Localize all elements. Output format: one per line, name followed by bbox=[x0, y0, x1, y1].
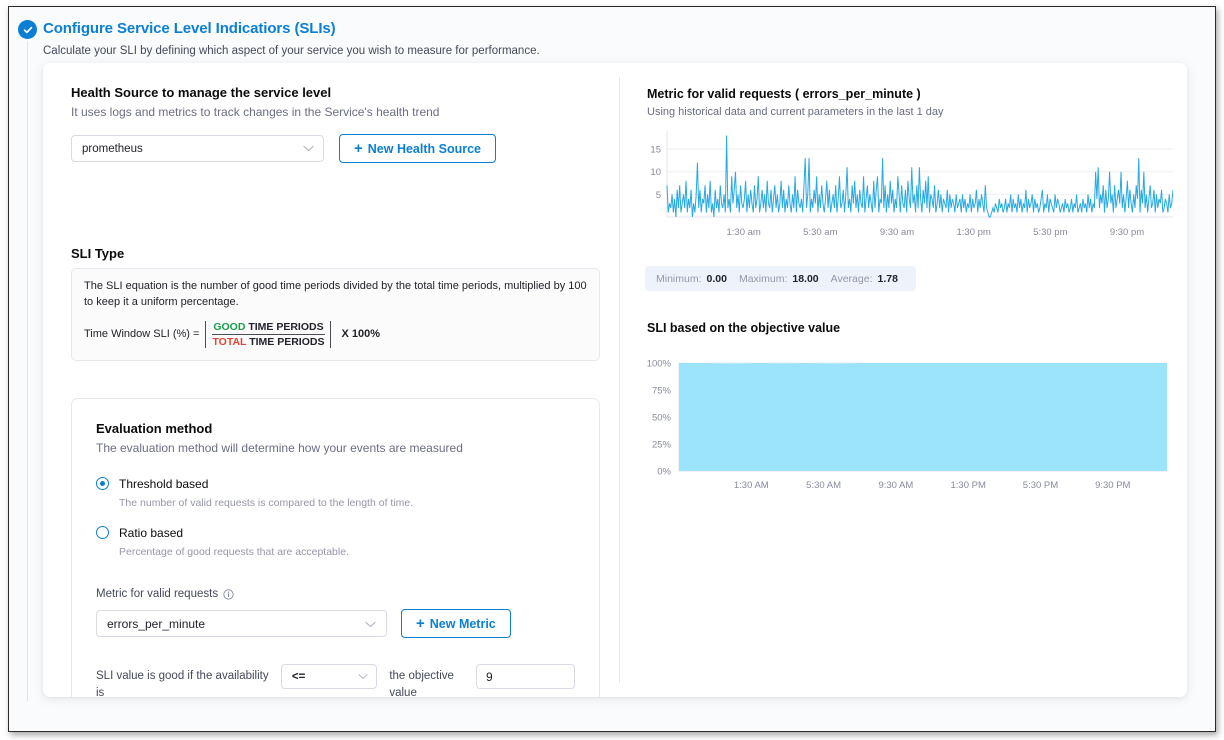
svg-text:9:30 PM: 9:30 PM bbox=[1095, 480, 1130, 491]
objective-prefix-label: SLI value is good if the availability is bbox=[96, 670, 269, 697]
app-window: Configure Service Level Indicatiors (SLI… bbox=[8, 6, 1216, 732]
equation-good-label: GOOD bbox=[213, 320, 246, 333]
svg-text:5:30 pm: 5:30 pm bbox=[1033, 227, 1067, 238]
svg-text:1:30 AM: 1:30 AM bbox=[734, 480, 769, 491]
health-source-select[interactable]: prometheus bbox=[71, 135, 324, 162]
stat-maximum-value: 18.00 bbox=[792, 272, 819, 285]
right-column: Metric for valid requests ( errors_per_m… bbox=[619, 63, 1187, 697]
equation-lhs: Time Window SLI (%) = bbox=[84, 328, 200, 341]
objective-row: SLI value is good if the availability is… bbox=[96, 664, 575, 697]
svg-text:15: 15 bbox=[650, 145, 661, 156]
equation-total-label: TOTAL bbox=[212, 335, 247, 348]
radio-ratio-label: Ratio based bbox=[119, 526, 184, 540]
equation-fraction: GOOD TIME PERIODS TOTAL TIME PERIODS bbox=[205, 320, 332, 348]
sli-chart-title: SLI based on the objective value bbox=[647, 321, 841, 335]
equation-numerator: GOOD TIME PERIODS bbox=[212, 320, 325, 335]
health-source-title: Health Source to manage the service leve… bbox=[71, 85, 332, 100]
health-source-subtitle: It uses logs and metrics to track change… bbox=[71, 105, 440, 119]
health-source-select-value: prometheus bbox=[82, 142, 143, 155]
radio-threshold-label: Threshold based bbox=[119, 477, 209, 491]
metric-select[interactable]: errors_per_minute bbox=[96, 610, 387, 637]
svg-text:5:30 PM: 5:30 PM bbox=[1023, 480, 1058, 491]
svg-text:50%: 50% bbox=[652, 413, 672, 424]
metric-field-label-text: Metric for valid requests bbox=[96, 588, 219, 600]
svg-text:1:30 pm: 1:30 pm bbox=[957, 227, 991, 238]
chevron-down-icon bbox=[365, 617, 376, 631]
radio-threshold-icon[interactable] bbox=[96, 477, 109, 490]
new-metric-label: New Metric bbox=[429, 616, 496, 631]
svg-text:25%: 25% bbox=[652, 440, 672, 451]
metric-stats-bar: Minimum: 0.00 Maximum: 18.00 Average: 1.… bbox=[645, 266, 916, 291]
svg-text:5: 5 bbox=[656, 190, 661, 201]
configuration-card: Health Source to manage the service leve… bbox=[43, 63, 1187, 697]
objective-mid-label: the objective value bbox=[389, 670, 454, 697]
metric-chart-subtitle: Using historical data and current parame… bbox=[647, 106, 944, 118]
page-title: Configure Service Level Indicatiors (SLI… bbox=[43, 20, 336, 37]
plus-icon: + bbox=[416, 615, 425, 632]
svg-text:9:30 am: 9:30 am bbox=[880, 227, 914, 238]
step-rail bbox=[27, 41, 28, 701]
check-circle-icon bbox=[18, 20, 37, 39]
sli-chart: 0% 25% 50% 75% 100% 1:30 AM 5:30 AM 9:30 AM 1:30… bbox=[637, 353, 1173, 501]
objective-value-input[interactable] bbox=[476, 664, 575, 689]
evaluation-title: Evaluation method bbox=[96, 421, 213, 436]
svg-text:75%: 75% bbox=[652, 386, 672, 397]
svg-text:0%: 0% bbox=[657, 467, 671, 478]
svg-text:9:30 pm: 9:30 pm bbox=[1110, 227, 1144, 238]
radio-threshold-based[interactable]: Threshold based The number of valid requ… bbox=[96, 477, 575, 509]
left-column: Health Source to manage the service leve… bbox=[43, 63, 619, 697]
objective-operator-select[interactable]: <= bbox=[280, 664, 378, 689]
svg-text:1:30 am: 1:30 am bbox=[727, 227, 761, 238]
metric-chart: 5 10 15 1:30 am 5:30 am 9:30 am 1:30 pm 5:30 pm… bbox=[637, 125, 1174, 247]
radio-ratio-based[interactable]: Ratio based Percentage of good requests … bbox=[96, 526, 575, 558]
objective-operator-value: <= bbox=[291, 670, 306, 683]
metric-field-label: Metric for valid requests bbox=[96, 588, 575, 600]
sli-equation-box: The SLI equation is the number of good t… bbox=[71, 268, 600, 361]
new-metric-button[interactable]: + New Metric bbox=[401, 609, 511, 638]
svg-text:1:30 PM: 1:30 PM bbox=[950, 480, 985, 491]
svg-text:9:30 AM: 9:30 AM bbox=[878, 480, 913, 491]
sli-equation-formula: Time Window SLI (%) = GOOD TIME PERIODS … bbox=[84, 320, 587, 348]
page-subtitle: Calculate your SLI by defining which asp… bbox=[43, 45, 540, 57]
info-icon[interactable] bbox=[223, 588, 234, 600]
svg-text:5:30 am: 5:30 am bbox=[803, 227, 837, 238]
svg-text:10: 10 bbox=[650, 167, 661, 178]
radio-threshold-description: The number of valid requests is compared… bbox=[119, 497, 414, 509]
equation-multiplier: X 100% bbox=[341, 328, 380, 341]
svg-text:100%: 100% bbox=[647, 359, 672, 370]
metric-row: errors_per_minute + New Metric bbox=[96, 609, 575, 638]
stat-minimum-value: 0.00 bbox=[706, 272, 727, 285]
metric-select-value: errors_per_minute bbox=[107, 616, 206, 631]
equation-denominator-rest: TIME PERIODS bbox=[246, 335, 325, 348]
evaluation-subtitle: The evaluation method will determine how… bbox=[96, 441, 463, 455]
plus-icon: + bbox=[354, 140, 363, 157]
new-health-source-button[interactable]: + New Health Source bbox=[339, 134, 496, 163]
stat-average-value: 1.78 bbox=[877, 272, 898, 285]
svg-text:5:30 AM: 5:30 AM bbox=[806, 480, 841, 491]
sli-equation-text: The SLI equation is the number of good t… bbox=[84, 280, 587, 308]
equation-denominator: TOTAL TIME PERIODS bbox=[211, 335, 325, 348]
stat-maximum-key: Maximum: bbox=[738, 272, 788, 285]
step-header: Configure Service Level Indicatiors (SLI… bbox=[9, 7, 1215, 57]
radio-ratio-description: Percentage of good requests that are acc… bbox=[119, 546, 349, 558]
metric-chart-title: Metric for valid requests ( errors_per_m… bbox=[647, 87, 921, 101]
chevron-down-icon bbox=[358, 671, 368, 683]
equation-numerator-rest: TIME PERIODS bbox=[245, 320, 324, 333]
column-divider bbox=[619, 77, 620, 683]
evaluation-method-card: Evaluation method The evaluation method … bbox=[71, 398, 600, 697]
sli-type-title: SLI Type bbox=[71, 246, 125, 261]
radio-ratio-icon[interactable] bbox=[96, 526, 109, 539]
chevron-down-icon bbox=[303, 143, 314, 155]
stat-minimum-key: Minimum: bbox=[656, 272, 702, 285]
health-source-block: Health Source to manage the service leve… bbox=[71, 85, 496, 163]
stat-average-key: Average: bbox=[830, 272, 873, 285]
new-health-source-label: New Health Source bbox=[367, 141, 481, 156]
